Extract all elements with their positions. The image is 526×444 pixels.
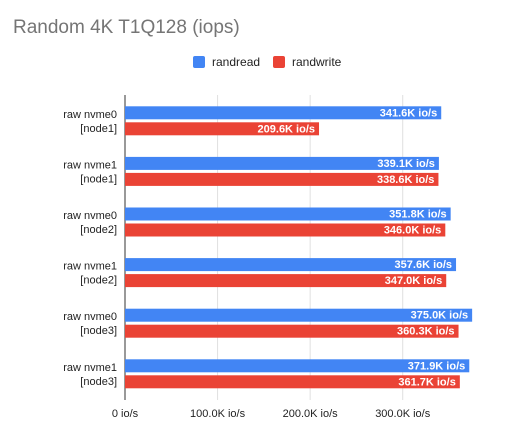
bar-randread	[125, 308, 473, 322]
category-label: raw nvme1	[63, 159, 117, 171]
category-label: [node2]	[80, 275, 117, 287]
legend-swatch-randread	[193, 56, 205, 68]
category-label: raw nvme0	[63, 311, 117, 323]
data-label-randread: 341.6K io/s	[380, 107, 437, 119]
x-tick-label: 300.0K io/s	[375, 408, 431, 420]
data-label-randwrite: 361.7K io/s	[398, 376, 455, 388]
legend-label-randread: randread	[212, 55, 260, 69]
legend-label-randwrite: randwrite	[292, 55, 342, 69]
x-tick-label: 0 io/s	[112, 408, 139, 420]
category-label: [node1]	[80, 173, 117, 185]
chart-title: Random 4K T1Q128 (iops)	[13, 17, 240, 38]
x-tick-label: 200.0K io/s	[283, 408, 339, 420]
category-label: [node3]	[80, 376, 117, 388]
bar-randwrite	[125, 223, 446, 237]
category-label: raw nvme0	[63, 210, 117, 222]
data-label-randwrite: 346.0K io/s	[384, 225, 441, 237]
bar-randread	[125, 156, 439, 170]
bar-randread	[125, 207, 451, 221]
bar-randread	[125, 359, 470, 373]
category-label: raw nvme0	[63, 109, 117, 121]
bar-randwrite	[125, 324, 459, 338]
data-label-randread: 351.8K io/s	[389, 209, 446, 221]
category-label: [node2]	[80, 224, 117, 236]
bar-randwrite	[125, 274, 447, 288]
data-label-randread: 375.0K io/s	[411, 310, 468, 322]
category-label: raw nvme1	[63, 362, 117, 374]
legend-swatch-randwrite	[273, 56, 285, 68]
data-label-randwrite: 347.0K io/s	[385, 275, 442, 287]
bar-randwrite	[125, 375, 460, 389]
data-label-randwrite: 209.6K io/s	[258, 123, 315, 135]
bar-randread	[125, 258, 457, 272]
category-label: raw nvme1	[63, 261, 117, 273]
data-label-randread: 371.9K io/s	[408, 360, 465, 372]
category-label: [node1]	[80, 123, 117, 135]
category-label: [node3]	[80, 325, 117, 337]
x-tick-label: 100.0K io/s	[190, 408, 246, 420]
data-label-randwrite: 360.3K io/s	[397, 326, 454, 338]
bar-randread	[125, 106, 442, 120]
data-label-randread: 357.6K io/s	[395, 259, 452, 271]
bar-randwrite	[125, 172, 439, 186]
bar-randwrite	[125, 122, 320, 136]
data-label-randread: 339.1K io/s	[377, 158, 434, 170]
data-label-randwrite: 338.6K io/s	[377, 174, 434, 186]
